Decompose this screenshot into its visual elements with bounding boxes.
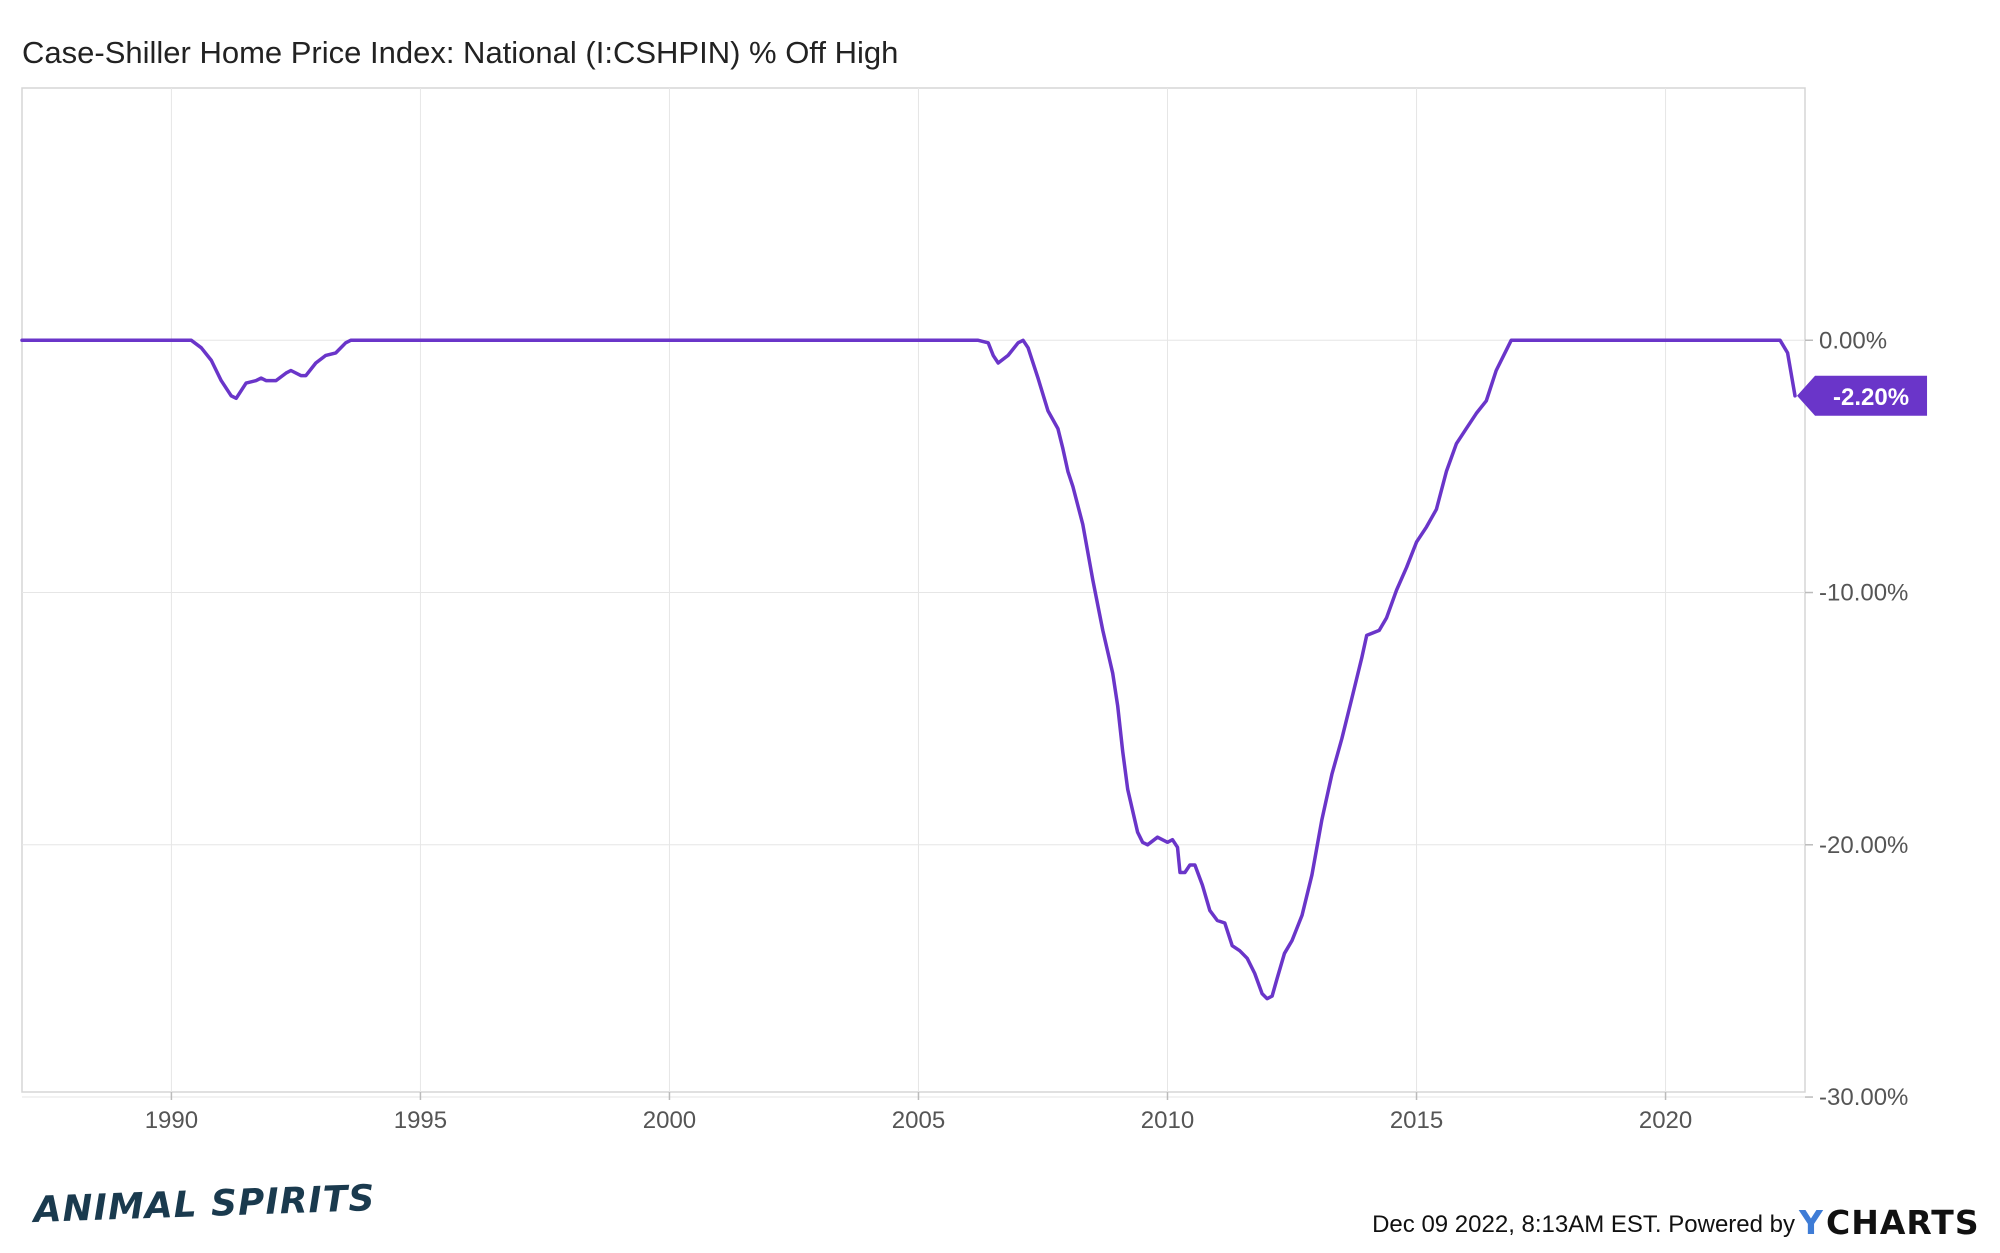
x-tick-label: 1990 (145, 1107, 198, 1134)
y-gridlines (22, 339, 1805, 1098)
x-tick-label: 1995 (394, 1107, 447, 1134)
series-line (20, 338, 1797, 1001)
y-axis-ticks: 0.00% -10.00% -20.00% -30.00% (1805, 327, 1908, 1111)
y-tick-label: -30.00% (1819, 1084, 1908, 1111)
y-tick-label: 0.00% (1819, 327, 1887, 354)
last-value-badge: -2.20% (1797, 375, 1928, 416)
chart-title: Case-Shiller Home Price Index: National … (22, 35, 898, 70)
ycharts-logo[interactable]: Y CHARTS (1798, 1203, 1980, 1242)
ycharts-logo-text: CHARTS (1826, 1203, 1980, 1242)
x-gridlines (170, 88, 1667, 1092)
animal-spirits-logo: ANIMAL SPIRITS (30, 1178, 376, 1231)
x-tick-label: 2005 (892, 1107, 945, 1134)
x-tick-label: 2020 (1639, 1107, 1692, 1134)
y-tick-label: -10.00% (1819, 580, 1908, 607)
x-axis-ticks: 1990 1995 2000 2005 2010 2015 2020 (145, 1092, 1692, 1134)
last-value-label: -2.20% (1833, 384, 1909, 411)
footer-timestamp: Dec 09 2022, 8:13AM EST. Powered by (1372, 1211, 1795, 1238)
y-tick-label: -20.00% (1819, 832, 1908, 859)
x-tick-label: 2015 (1390, 1107, 1443, 1134)
ycharts-logo-y: Y (1798, 1203, 1824, 1242)
plot-frame (21, 87, 1806, 1093)
last-value-badge-shape (1797, 375, 1928, 416)
x-tick-label: 2010 (1141, 1107, 1194, 1134)
plot-area (20, 87, 1806, 1098)
x-tick-label: 2000 (643, 1107, 696, 1134)
